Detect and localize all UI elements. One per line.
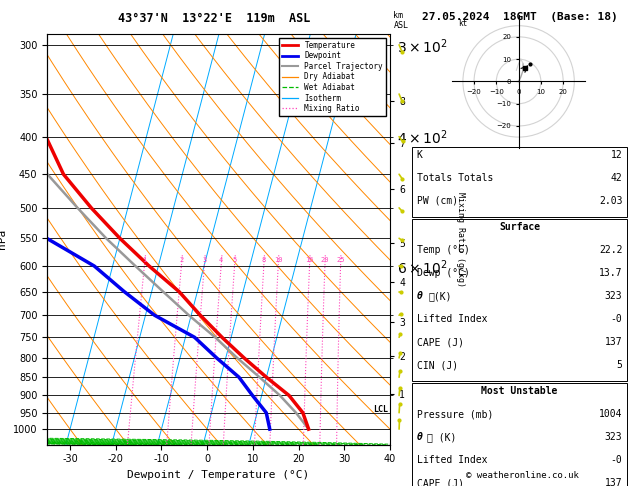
Text: Most Unstable: Most Unstable bbox=[481, 386, 558, 397]
Text: θ: θ bbox=[416, 432, 423, 442]
Text: ᴇ (K): ᴇ (K) bbox=[426, 432, 456, 442]
Text: 5: 5 bbox=[616, 360, 623, 370]
Text: 4: 4 bbox=[219, 258, 223, 263]
Text: kt: kt bbox=[459, 19, 468, 28]
Text: -0: -0 bbox=[611, 314, 623, 324]
Text: Temp (°C): Temp (°C) bbox=[416, 245, 470, 255]
Text: 16: 16 bbox=[305, 258, 314, 263]
Text: 137: 137 bbox=[605, 337, 623, 347]
Text: -0: -0 bbox=[611, 455, 623, 465]
Text: CIN (J): CIN (J) bbox=[416, 360, 458, 370]
Text: Lifted Index: Lifted Index bbox=[416, 314, 487, 324]
Text: 8: 8 bbox=[262, 258, 266, 263]
Text: 22.2: 22.2 bbox=[599, 245, 623, 255]
Text: © weatheronline.co.uk: © weatheronline.co.uk bbox=[465, 471, 579, 480]
Text: 27.05.2024  18GMT  (Base: 18): 27.05.2024 18GMT (Base: 18) bbox=[421, 12, 618, 22]
Text: Pressure (mb): Pressure (mb) bbox=[416, 409, 493, 419]
Text: 43°37'N  13°22'E  119m  ASL: 43°37'N 13°22'E 119m ASL bbox=[118, 12, 310, 25]
Text: 12: 12 bbox=[611, 150, 623, 160]
Y-axis label: hPa: hPa bbox=[0, 229, 8, 249]
Text: CAPE (J): CAPE (J) bbox=[416, 337, 464, 347]
Text: 13.7: 13.7 bbox=[599, 268, 623, 278]
Text: Lifted Index: Lifted Index bbox=[416, 455, 487, 465]
Text: 2: 2 bbox=[179, 258, 184, 263]
Text: Totals Totals: Totals Totals bbox=[416, 173, 493, 183]
Text: 1004: 1004 bbox=[599, 409, 623, 419]
Text: CAPE (J): CAPE (J) bbox=[416, 478, 464, 486]
Text: 1: 1 bbox=[142, 258, 147, 263]
Text: PW (cm): PW (cm) bbox=[416, 196, 458, 206]
Text: θ: θ bbox=[416, 291, 423, 301]
X-axis label: Dewpoint / Temperature (°C): Dewpoint / Temperature (°C) bbox=[128, 470, 309, 480]
Text: 5: 5 bbox=[232, 258, 237, 263]
Text: K: K bbox=[416, 150, 423, 160]
Text: 323: 323 bbox=[605, 291, 623, 301]
Text: Surface: Surface bbox=[499, 222, 540, 232]
Text: 20: 20 bbox=[321, 258, 329, 263]
Text: 42: 42 bbox=[611, 173, 623, 183]
Text: 2.03: 2.03 bbox=[599, 196, 623, 206]
Text: 3: 3 bbox=[202, 258, 206, 263]
Text: LCL: LCL bbox=[373, 405, 387, 414]
Text: km
ASL: km ASL bbox=[393, 11, 408, 30]
Y-axis label: Mixing Ratio (g/kg): Mixing Ratio (g/kg) bbox=[456, 192, 465, 287]
Text: ᴇ(K): ᴇ(K) bbox=[429, 291, 452, 301]
Text: Dewp (°C): Dewp (°C) bbox=[416, 268, 470, 278]
Text: 323: 323 bbox=[605, 432, 623, 442]
Text: 137: 137 bbox=[605, 478, 623, 486]
Text: 10: 10 bbox=[274, 258, 282, 263]
Text: 25: 25 bbox=[337, 258, 345, 263]
Legend: Temperature, Dewpoint, Parcel Trajectory, Dry Adiabat, Wet Adiabat, Isotherm, Mi: Temperature, Dewpoint, Parcel Trajectory… bbox=[279, 38, 386, 116]
